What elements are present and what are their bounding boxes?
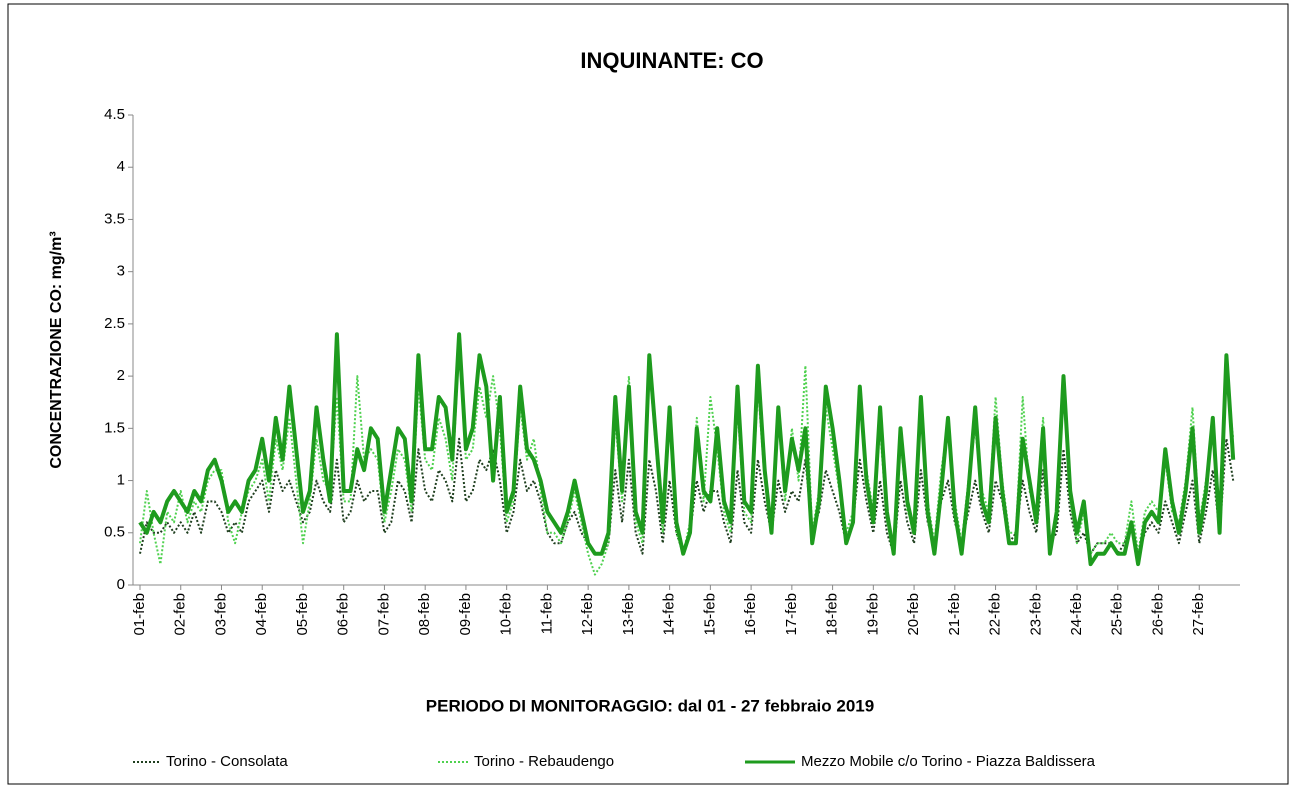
x-tick-label: 05-feb [294,593,311,636]
chart-title: INQUINANTE: CO [580,48,763,73]
y-tick-label: 4.5 [104,106,125,123]
legend-label: Torino - Consolata [166,753,288,770]
x-tick-label: 20-feb [905,593,922,636]
x-tick-label: 10-feb [498,593,515,636]
x-axis-title: PERIODO DI MONITORAGGIO: dal 01 - 27 feb… [426,696,874,715]
x-tick-label: 11-feb [538,593,555,634]
x-tick-label: 09-feb [457,593,474,636]
y-tick-label: 3.5 [104,210,125,227]
y-tick-label: 0.5 [104,524,125,541]
y-axis-title: CONCENTRAZIONE CO: mg/m³ [48,231,65,468]
y-tick-label: 2.5 [104,315,125,332]
x-tick-label: 01-feb [131,593,148,636]
y-tick-label: 0 [117,576,125,593]
x-tick-label: 19-feb [864,593,881,636]
x-tick-label: 03-feb [212,593,229,636]
x-tick-label: 22-feb [987,593,1004,636]
y-tick-label: 3 [117,263,125,280]
x-tick-label: 27-feb [1190,593,1207,636]
y-tick-label: 2 [117,367,125,384]
x-tick-label: 21-feb [946,593,963,636]
x-tick-label: 13-feb [620,593,637,636]
y-tick-label: 1 [117,472,125,489]
x-tick-label: 12-feb [579,593,596,636]
legend-label: Mezzo Mobile c/o Torino - Piazza Baldiss… [801,753,1096,770]
x-tick-label: 18-feb [824,593,841,636]
x-tick-label: 24-feb [1068,593,1085,636]
x-tick-label: 23-feb [1027,593,1044,636]
x-tick-label: 17-feb [783,593,800,636]
x-tick-label: 26-feb [1149,593,1166,636]
y-tick-label: 4 [117,158,125,175]
x-tick-label: 04-feb [253,593,270,636]
x-tick-label: 02-feb [172,593,189,636]
series-line [138,332,1236,567]
legend-label: Torino - Rebaudengo [474,753,614,770]
x-tick-label: 25-feb [1109,593,1126,636]
x-tick-label: 16-feb [742,593,759,636]
y-tick-label: 1.5 [104,419,125,436]
x-tick-label: 15-feb [701,593,718,636]
x-tick-label: 06-feb [335,593,352,636]
x-tick-label: 08-feb [416,593,433,636]
x-tick-label: 07-feb [375,593,392,636]
x-tick-label: 14-feb [661,593,678,636]
